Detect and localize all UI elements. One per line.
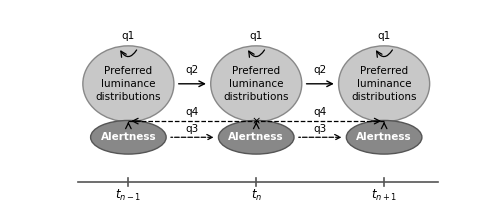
Text: q2: q2 xyxy=(314,65,327,75)
Text: Alertness: Alertness xyxy=(356,132,412,142)
Text: q1: q1 xyxy=(250,31,263,41)
Ellipse shape xyxy=(90,121,166,154)
Text: q4: q4 xyxy=(186,107,199,117)
Text: Alertness: Alertness xyxy=(100,132,156,142)
Ellipse shape xyxy=(346,121,422,154)
Text: $t_{n-1}$: $t_{n-1}$ xyxy=(115,188,141,203)
Text: $\times$: $\times$ xyxy=(252,116,261,126)
Text: q3: q3 xyxy=(314,124,327,134)
Text: q1: q1 xyxy=(122,31,135,41)
Text: Preferred
luminance
distributions: Preferred luminance distributions xyxy=(224,66,289,102)
Text: q3: q3 xyxy=(186,124,199,134)
Text: q4: q4 xyxy=(314,107,327,117)
Ellipse shape xyxy=(218,121,294,154)
Text: q2: q2 xyxy=(186,65,199,75)
Text: $t_{n}$: $t_{n}$ xyxy=(250,188,262,203)
Ellipse shape xyxy=(83,46,174,122)
Ellipse shape xyxy=(210,46,302,122)
Text: Preferred
luminance
distributions: Preferred luminance distributions xyxy=(352,66,417,102)
Text: Alertness: Alertness xyxy=(228,132,284,142)
Text: $t_{n+1}$: $t_{n+1}$ xyxy=(371,188,398,203)
Text: q1: q1 xyxy=(378,31,391,41)
Ellipse shape xyxy=(338,46,430,122)
Text: Preferred
luminance
distributions: Preferred luminance distributions xyxy=(96,66,161,102)
